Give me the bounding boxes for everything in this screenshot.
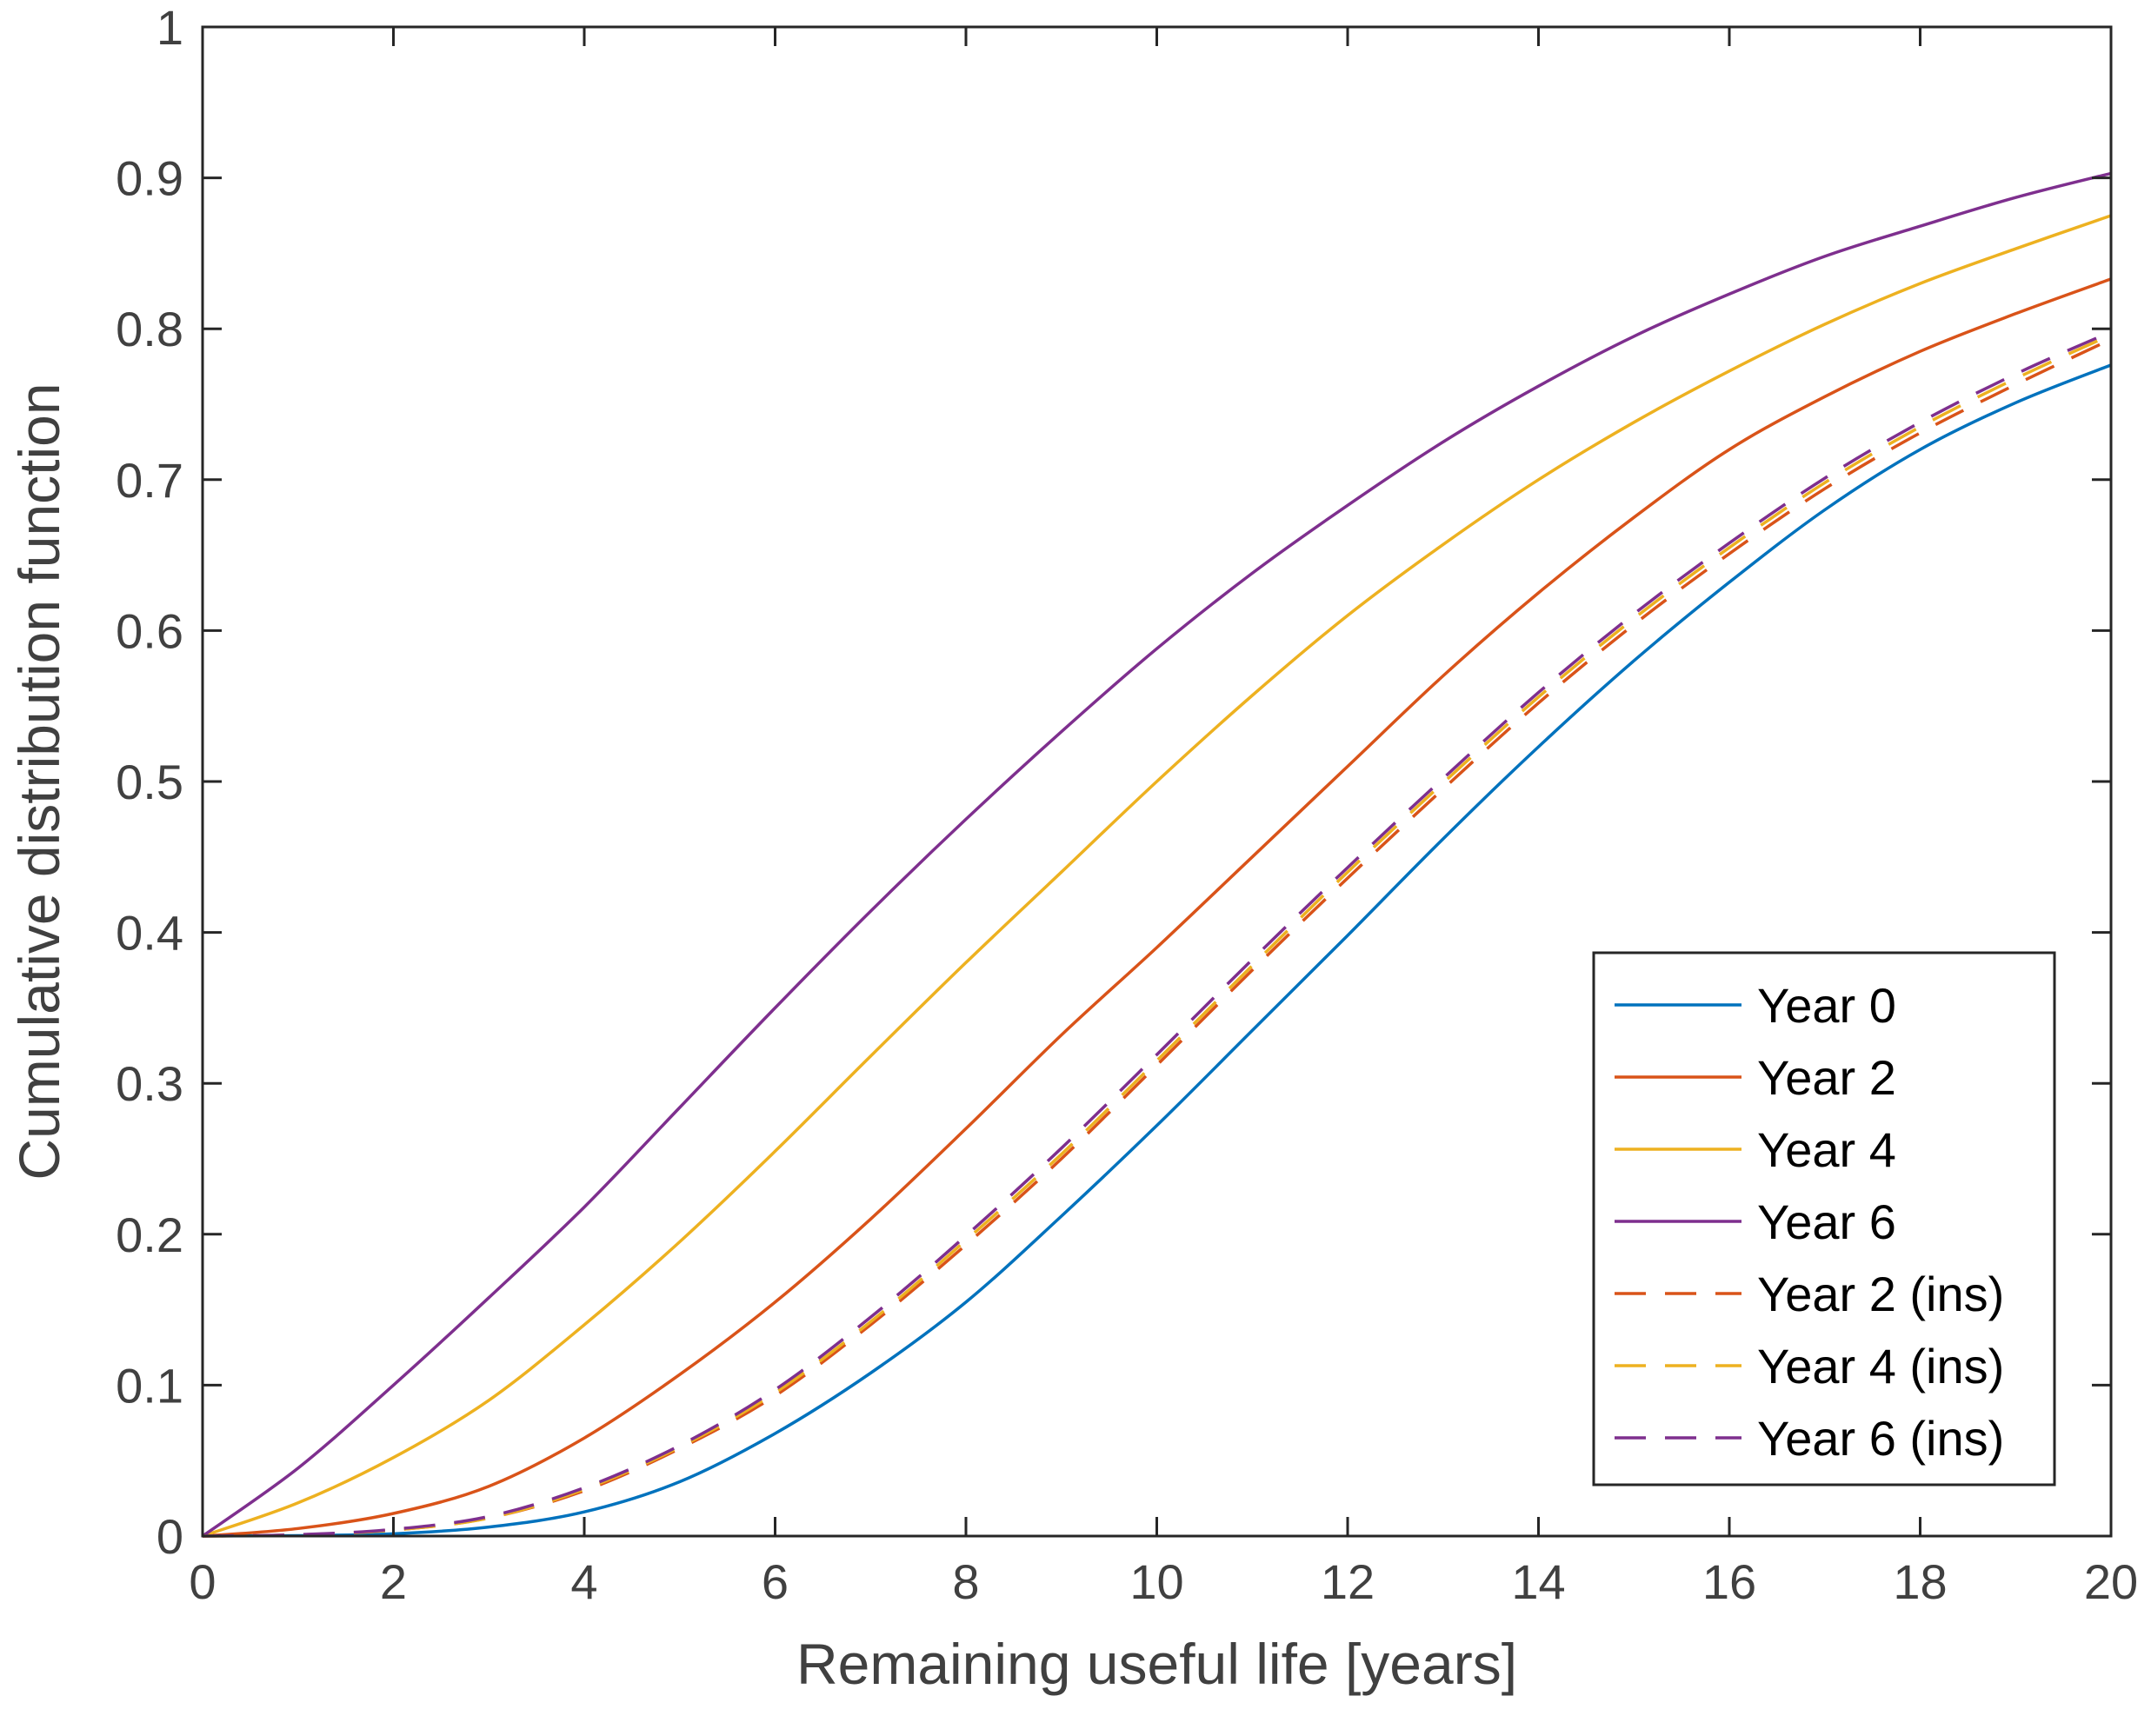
legend-label: Year 6 (ins)	[1757, 1411, 2004, 1466]
legend: Year 0 Year 2 Year 4 Year 6 Year 2 (ins) Year…	[1592, 951, 2056, 1487]
legend-label: Year 2	[1757, 1050, 1896, 1105]
legend-label: Year 2 (ins)	[1757, 1267, 2004, 1321]
x-tick-label: 6	[762, 1554, 789, 1609]
legend-label: Year 4	[1757, 1122, 1896, 1177]
legend-label: Year 6	[1757, 1194, 1896, 1249]
tick-marks	[201, 25, 2113, 1538]
y-tick-label: 0.1	[116, 1358, 183, 1413]
x-tick-label: 20	[2084, 1554, 2138, 1609]
y-tick-label: 0.5	[116, 755, 183, 809]
x-tick-label: 8	[952, 1554, 979, 1609]
x-tick-labels: 0 2 4 6 8 10 12 14 16 18 20	[189, 1554, 2138, 1609]
x-tick-label: 16	[1702, 1554, 1756, 1609]
x-tick-label: 12	[1321, 1554, 1375, 1609]
y-tick-label: 0.4	[116, 906, 183, 961]
x-tick-label: 0	[189, 1554, 216, 1609]
x-tick-label: 10	[1129, 1554, 1183, 1609]
y-tick-label: 0.6	[116, 603, 183, 658]
y-tick-label: 0.3	[116, 1056, 183, 1111]
x-axis-label: Remaining useful life [years]	[796, 1632, 1517, 1696]
series-layer	[201, 171, 2112, 1538]
y-axis-label: Cumulative distribution function	[7, 382, 71, 1180]
x-tick-label: 4	[570, 1554, 597, 1609]
y-tick-label: 0	[156, 1509, 183, 1564]
series-line-year-6	[201, 171, 2112, 1538]
legend-label: Year 4 (ins)	[1757, 1339, 2004, 1393]
series-line-year-4-ins	[202, 333, 2112, 1538]
legend-box	[1592, 951, 2056, 1487]
series-line-year-6-ins	[202, 330, 2112, 1538]
series-line-year-4	[202, 214, 2112, 1538]
y-tick-label: 0.7	[116, 453, 183, 508]
y-tick-label: 0.9	[116, 151, 183, 206]
series-line-year-2-ins	[202, 337, 2112, 1538]
legend-label: Year 0	[1757, 978, 1896, 1033]
y-tick-labels: 0 0.1 0.2 0.3 0.4 0.5 0.6 0.7 0.8 0.9 1	[116, 0, 183, 1564]
x-tick-label: 2	[380, 1554, 407, 1609]
x-tick-label: 18	[1893, 1554, 1947, 1609]
series-line-year-0	[202, 363, 2112, 1538]
series-line-year-2	[202, 277, 2112, 1538]
x-tick-label: 14	[1511, 1554, 1565, 1609]
y-tick-label: 0.2	[116, 1207, 183, 1262]
y-tick-label: 1	[156, 0, 183, 55]
y-tick-label: 0.8	[116, 302, 183, 356]
